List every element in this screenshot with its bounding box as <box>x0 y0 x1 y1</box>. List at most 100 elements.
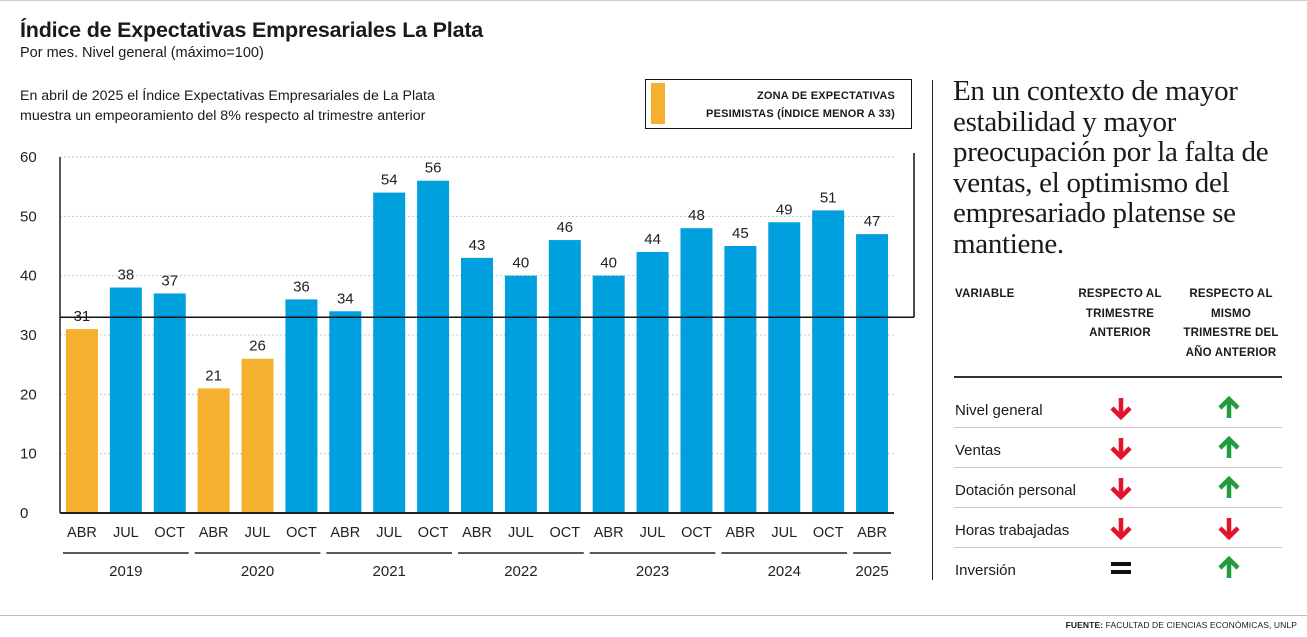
y-tick-label: 0 <box>20 505 28 522</box>
table-row: Horas trabajadas <box>954 508 1282 548</box>
y-tick-label: 30 <box>20 327 37 344</box>
year-label: 2020 <box>241 563 274 580</box>
table-row: Dotación personal <box>954 468 1282 508</box>
bar-value-label: 40 <box>600 255 617 272</box>
bar-value-label: 47 <box>864 213 881 230</box>
bar <box>768 222 801 513</box>
bar-value-label: 38 <box>117 267 134 284</box>
row-label: Inversión <box>955 562 1016 579</box>
arrow-down-icon <box>1107 396 1135 420</box>
table-header-variable: VARIABLE <box>955 288 1015 300</box>
arrow-down-icon <box>1107 476 1135 500</box>
table-row: Nivel general <box>954 388 1282 428</box>
top-rule <box>0 0 1307 1</box>
chart-note: En abril de 2025 el Índice Expectativas … <box>20 86 620 126</box>
row-label: Ventas <box>955 442 1001 459</box>
x-tick-label: OCT <box>286 525 317 541</box>
bar <box>285 299 318 513</box>
note-line-1: En abril de 2025 el Índice Expectativas … <box>20 88 435 104</box>
x-tick-label: ABR <box>594 525 624 541</box>
bar-value-label: 44 <box>644 231 661 248</box>
bar <box>680 228 713 513</box>
bar <box>724 246 757 513</box>
bar <box>373 192 406 513</box>
x-tick-label: OCT <box>154 525 185 541</box>
x-tick-label: OCT <box>681 525 712 541</box>
x-tick-label: ABR <box>857 525 887 541</box>
x-tick-label: JUL <box>376 525 402 541</box>
y-tick-label: 40 <box>20 268 37 285</box>
bar-value-label: 21 <box>205 367 222 384</box>
bar <box>636 251 669 513</box>
bar <box>329 311 362 513</box>
bar <box>856 234 889 513</box>
arrow-down-icon <box>1107 436 1135 460</box>
year-label: 2021 <box>373 563 406 580</box>
bar-value-label: 36 <box>293 278 310 295</box>
legend: ZONA DE EXPECTATIVAS PESIMISTAS (ÍNDICE … <box>645 79 912 129</box>
bar <box>109 287 142 513</box>
bar <box>504 275 537 513</box>
bar-value-label: 26 <box>249 338 266 355</box>
bar <box>592 275 625 513</box>
bar <box>197 388 230 513</box>
bar-value-label: 34 <box>337 290 354 307</box>
bar-value-label: 48 <box>688 207 705 224</box>
x-tick-label: ABR <box>67 525 97 541</box>
row-label: Nivel general <box>955 402 1043 419</box>
bar-value-label: 37 <box>161 272 178 289</box>
year-label: 2022 <box>504 563 537 580</box>
x-tick-label: ABR <box>199 525 229 541</box>
bar-value-label: 56 <box>425 160 442 177</box>
bar-value-label: 51 <box>820 189 837 206</box>
bar <box>153 293 186 513</box>
table-header-rule <box>954 376 1282 378</box>
x-tick-label: OCT <box>418 525 449 541</box>
y-tick-label: 10 <box>20 446 37 463</box>
pull-quote: En un contexto de mayor estabilidad y ma… <box>953 75 1269 260</box>
arrow-up-icon <box>1215 556 1243 580</box>
source-text: FACULTAD DE CIENCIAS ECONÓMICAS, UNLP <box>1105 620 1297 630</box>
bar <box>65 329 98 513</box>
x-tick-label: JUL <box>508 525 534 541</box>
bar <box>461 257 493 513</box>
y-tick-label: 20 <box>20 386 37 403</box>
arrow-down-icon <box>1107 516 1135 540</box>
equal-icon <box>1107 556 1135 580</box>
bar <box>417 180 450 513</box>
legend-swatch <box>651 83 665 124</box>
year-label: 2024 <box>768 563 801 580</box>
x-tick-label: OCT <box>549 525 580 541</box>
year-label: 2019 <box>109 563 142 580</box>
year-label: 2025 <box>855 563 888 580</box>
bar-chart: 010203040506031ABR38JUL37OCT21ABR26JUL36… <box>20 149 915 580</box>
chart-subtitle: Por mes. Nivel general (máximo=100) <box>20 45 264 61</box>
x-tick-label: JUL <box>771 525 797 541</box>
row-label: Dotación personal <box>955 482 1076 499</box>
bar-value-label: 43 <box>469 237 486 254</box>
bar-value-label: 45 <box>732 225 749 242</box>
x-tick-label: OCT <box>813 525 844 541</box>
bar <box>812 210 845 513</box>
x-tick-label: ABR <box>725 525 755 541</box>
bar-value-label: 49 <box>776 201 793 218</box>
legend-line-1: ZONA DE EXPECTATIVAS <box>756 90 895 102</box>
bar <box>548 240 581 514</box>
x-tick-label: JUL <box>113 525 139 541</box>
year-label: 2023 <box>636 563 669 580</box>
legend-line-2: PESIMISTAS (ÍNDICE MENOR A 33) <box>706 108 895 120</box>
x-tick-label: ABR <box>330 525 360 541</box>
legend-label: ZONA DE EXPECTATIVAS PESIMISTAS (ÍNDICE … <box>668 87 895 123</box>
table-row: Inversión <box>954 548 1282 587</box>
table-header-previous-quarter: RESPECTO AL TRIMESTRE ANTERIOR <box>1078 288 1162 339</box>
table-header-previous-year: RESPECTO AL MISMO TRIMESTRE DEL AÑO ANTE… <box>1183 288 1279 359</box>
note-line-2: muestra un empeoramiento del 8% respecto… <box>20 108 426 124</box>
bar-value-label: 46 <box>556 219 573 236</box>
bar-value-label: 54 <box>381 172 398 189</box>
x-tick-label: JUL <box>245 525 271 541</box>
y-tick-label: 60 <box>20 149 37 166</box>
bar <box>241 358 274 513</box>
bar-value-label: 40 <box>513 255 530 272</box>
chart-title: Índice de Expectativas Empresariales La … <box>20 18 484 42</box>
table-row: Ventas <box>954 428 1282 468</box>
